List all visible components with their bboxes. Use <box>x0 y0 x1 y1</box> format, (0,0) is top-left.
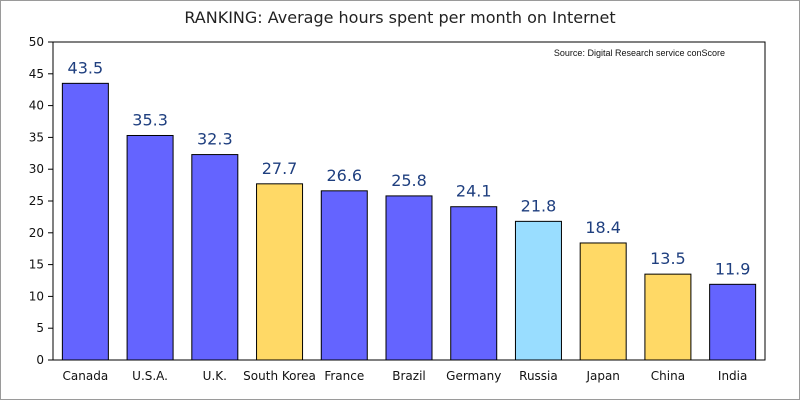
x-category-label: Canada <box>63 369 109 383</box>
y-tick-label: 30 <box>29 162 44 176</box>
data-label: 13.5 <box>650 249 686 268</box>
x-category-label: Germany <box>446 369 501 383</box>
data-label: 27.7 <box>262 159 298 178</box>
x-category-label: China <box>651 369 685 383</box>
bar-u-s-a <box>126 134 174 361</box>
bar-brazil <box>385 195 433 361</box>
data-label: 43.5 <box>68 58 104 77</box>
bar-germany <box>450 206 498 361</box>
bar-china <box>644 273 692 361</box>
data-label: 26.6 <box>326 166 362 185</box>
y-tick-label: 35 <box>29 130 44 144</box>
y-tick-label: 5 <box>36 321 44 335</box>
x-category-label: South Korea <box>243 369 316 383</box>
data-label: 11.9 <box>715 259 751 278</box>
bar-russia <box>514 220 562 361</box>
x-category-label: U.K. <box>203 369 227 383</box>
x-category-label: Japan <box>585 369 619 383</box>
x-category-label: Brazil <box>392 369 426 383</box>
y-tick-label: 20 <box>29 226 44 240</box>
bar-u-k <box>191 154 239 361</box>
bar-canada <box>61 82 109 361</box>
data-label: 21.8 <box>521 196 557 215</box>
x-category-label: India <box>718 369 747 383</box>
y-tick-label: 15 <box>29 258 44 272</box>
bar-india <box>709 283 757 361</box>
x-category-label: Russia <box>519 369 558 383</box>
data-label: 24.1 <box>456 182 492 201</box>
y-tick-label: 10 <box>29 289 44 303</box>
data-label: 32.3 <box>197 130 233 149</box>
data-label: 25.8 <box>391 171 427 190</box>
x-category-label: U.S.A. <box>132 369 168 383</box>
bar-japan <box>579 242 627 361</box>
y-tick-label: 40 <box>29 99 44 113</box>
chart-title: RANKING: Average hours spent per month o… <box>184 8 616 27</box>
bar-france <box>320 190 368 361</box>
bar-south-korea <box>256 183 304 361</box>
plot-area: 0 5 10 15 20 25 30 35 40 45 50 43.5 Canada 35.3 U.S.A.… <box>29 35 766 383</box>
data-label: 35.3 <box>132 110 168 129</box>
y-tick-label: 0 <box>36 353 44 367</box>
y-tick-label: 25 <box>29 194 44 208</box>
data-label: 18.4 <box>585 218 621 237</box>
source-note: Source: Digital Research service conScor… <box>554 48 725 58</box>
y-tick-label: 50 <box>29 35 44 49</box>
y-tick-label: 45 <box>29 67 44 81</box>
x-category-label: France <box>324 369 364 383</box>
